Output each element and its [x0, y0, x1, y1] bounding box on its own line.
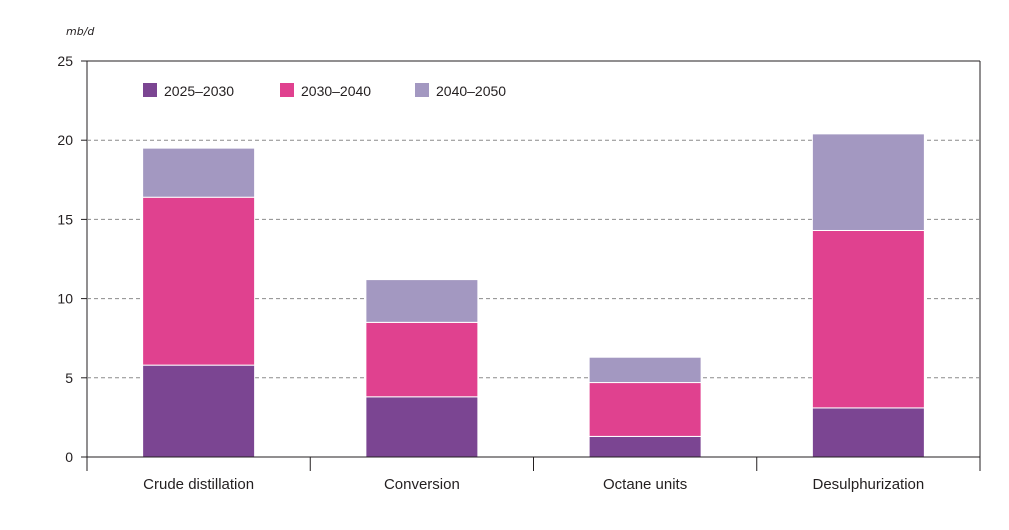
y-tick-label: 5 — [65, 370, 73, 386]
bar-segment — [588, 382, 702, 437]
category-label: Desulphurization — [813, 476, 925, 493]
y-unit-label: mb/d — [66, 25, 95, 38]
bar-segment — [588, 435, 702, 458]
bar-segment — [365, 321, 479, 398]
bar-segment — [811, 229, 925, 409]
bar-segment — [811, 407, 925, 458]
y-axis-ticks: 0 5 10 15 20 25 — [57, 53, 87, 465]
legend-label: 2040–2050 — [436, 83, 506, 99]
legend: 2025–2030 2030–2040 2040–2050 — [143, 83, 506, 99]
y-tick-label: 20 — [57, 132, 73, 148]
bar-segment — [142, 364, 256, 458]
category-label: Octane units — [603, 476, 687, 493]
category-label: Conversion — [384, 476, 460, 493]
y-tick-label: 25 — [57, 53, 73, 69]
y-tick-label: 0 — [65, 449, 73, 465]
y-tick-label: 10 — [57, 291, 73, 307]
bar-segment — [142, 196, 256, 366]
category-label: Crude distillation — [143, 476, 254, 493]
legend-swatch — [415, 83, 429, 97]
y-tick-label: 15 — [57, 211, 73, 227]
legend-label: 2025–2030 — [164, 83, 234, 99]
bar-segment — [811, 133, 925, 231]
bar-segment — [142, 147, 256, 198]
bar-segment — [588, 356, 702, 384]
bar-segment — [365, 396, 479, 458]
legend-swatch — [143, 83, 157, 97]
bars — [142, 133, 925, 458]
legend-label: 2030–2040 — [301, 83, 371, 99]
x-axis: Crude distillation Conversion Octane units… — [86, 456, 981, 493]
bar-segment — [365, 279, 479, 323]
legend-swatch — [280, 83, 294, 97]
